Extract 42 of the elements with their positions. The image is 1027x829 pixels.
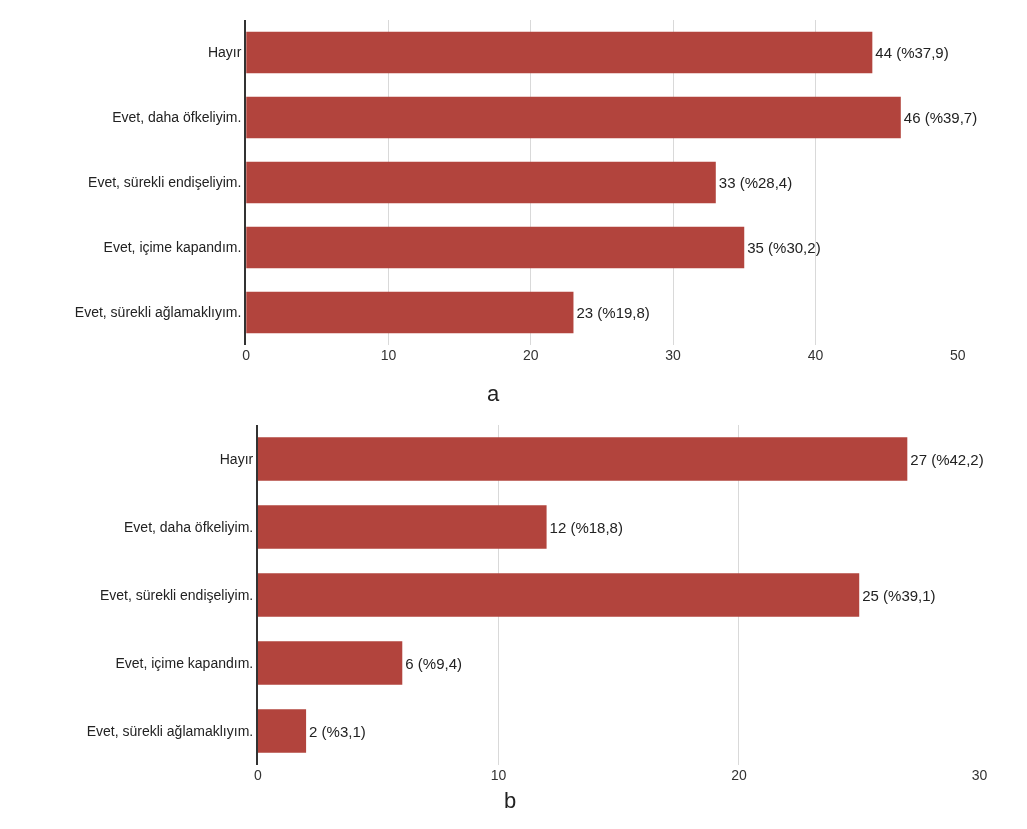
y-tick-label: Evet, içime kapandım. — [103, 239, 242, 256]
bar — [246, 161, 716, 204]
y-tick-label: Evet, sürekli ağlamaklıyım. — [74, 304, 242, 321]
x-tick-label: 30 — [971, 767, 988, 783]
x-tick-label: 10 — [490, 767, 507, 783]
data-label: 2 (%3,1) — [309, 722, 366, 740]
y-tick-label: Hayır — [219, 450, 254, 467]
bar — [258, 505, 547, 549]
data-label: 33 (%28,4) — [718, 174, 793, 191]
data-label: 6 (%9,4) — [405, 654, 462, 672]
x-tick-label: 50 — [949, 347, 966, 363]
bar — [246, 31, 873, 74]
bar — [258, 641, 403, 685]
data-label: 23 (%19,8) — [576, 304, 650, 321]
x-tick-label: 40 — [807, 347, 824, 363]
bar — [246, 226, 745, 269]
y-tick-label: Evet, sürekli endişeliyim. — [88, 174, 242, 191]
y-tick-label: Evet, daha öfkeliyim. — [124, 518, 254, 535]
x-tick-label: 20 — [522, 347, 539, 363]
y-tick-label: Evet, sürekli ağlamaklıyım. — [86, 722, 254, 739]
data-label: 12 (%18,8) — [549, 518, 623, 536]
y-tick-label: Evet, daha öfkeliyim. — [112, 109, 242, 126]
bar — [258, 437, 908, 481]
text: a — [487, 381, 500, 406]
data-label: 27 (%42,2) — [910, 450, 984, 468]
x-tick-label: 0 — [254, 767, 263, 783]
data-label: 25 (%39,1) — [862, 586, 936, 604]
x-tick-label: 20 — [731, 767, 747, 783]
bar — [246, 96, 901, 139]
text: b — [504, 788, 517, 813]
x-tick-label: 0 — [242, 347, 251, 363]
data-label: 46 (%39,7) — [903, 109, 978, 126]
bar — [246, 291, 574, 334]
bar — [258, 709, 307, 753]
y-tick-label: Hayır — [207, 44, 242, 61]
x-tick-label: 10 — [380, 347, 397, 363]
y-tick-label: Evet, içime kapandım. — [115, 654, 254, 671]
data-label: 35 (%30,2) — [747, 239, 821, 256]
y-tick-label: Evet, sürekli endişeliyim. — [99, 586, 254, 603]
x-tick-label: 30 — [665, 347, 682, 363]
bar — [258, 573, 860, 617]
data-label: 44 (%37,9) — [875, 44, 949, 61]
